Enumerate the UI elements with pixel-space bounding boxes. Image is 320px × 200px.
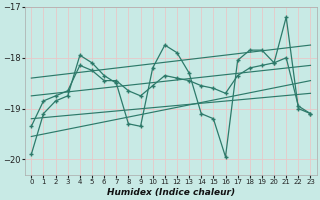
X-axis label: Humidex (Indice chaleur): Humidex (Indice chaleur) (107, 188, 235, 197)
